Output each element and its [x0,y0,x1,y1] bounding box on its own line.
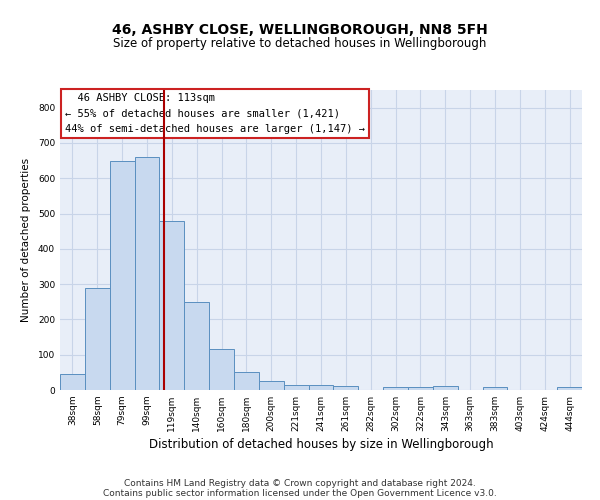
Text: Contains HM Land Registry data © Crown copyright and database right 2024.: Contains HM Land Registry data © Crown c… [124,478,476,488]
Bar [184,302,209,390]
Bar [383,387,408,390]
Bar [85,288,110,390]
Bar [482,387,508,390]
Text: 46, ASHBY CLOSE, WELLINGBOROUGH, NN8 5FH: 46, ASHBY CLOSE, WELLINGBOROUGH, NN8 5FH [112,22,488,36]
Bar [408,387,433,390]
Bar [433,386,458,390]
Text: Contains public sector information licensed under the Open Government Licence v3: Contains public sector information licen… [103,488,497,498]
Bar [259,381,284,390]
Text: 46 ASHBY CLOSE: 113sqm  
← 55% of detached houses are smaller (1,421)
44% of sem: 46 ASHBY CLOSE: 113sqm ← 55% of detached… [65,93,365,134]
Y-axis label: Number of detached properties: Number of detached properties [21,158,31,322]
Bar [284,384,308,390]
X-axis label: Distribution of detached houses by size in Wellingborough: Distribution of detached houses by size … [149,438,493,451]
Bar [160,220,184,390]
Bar [234,372,259,390]
Bar [60,374,85,390]
Bar [209,350,234,390]
Bar [134,157,160,390]
Text: Size of property relative to detached houses in Wellingborough: Size of property relative to detached ho… [113,38,487,51]
Bar [110,160,134,390]
Bar [308,384,334,390]
Bar [334,386,358,390]
Bar [557,387,582,390]
